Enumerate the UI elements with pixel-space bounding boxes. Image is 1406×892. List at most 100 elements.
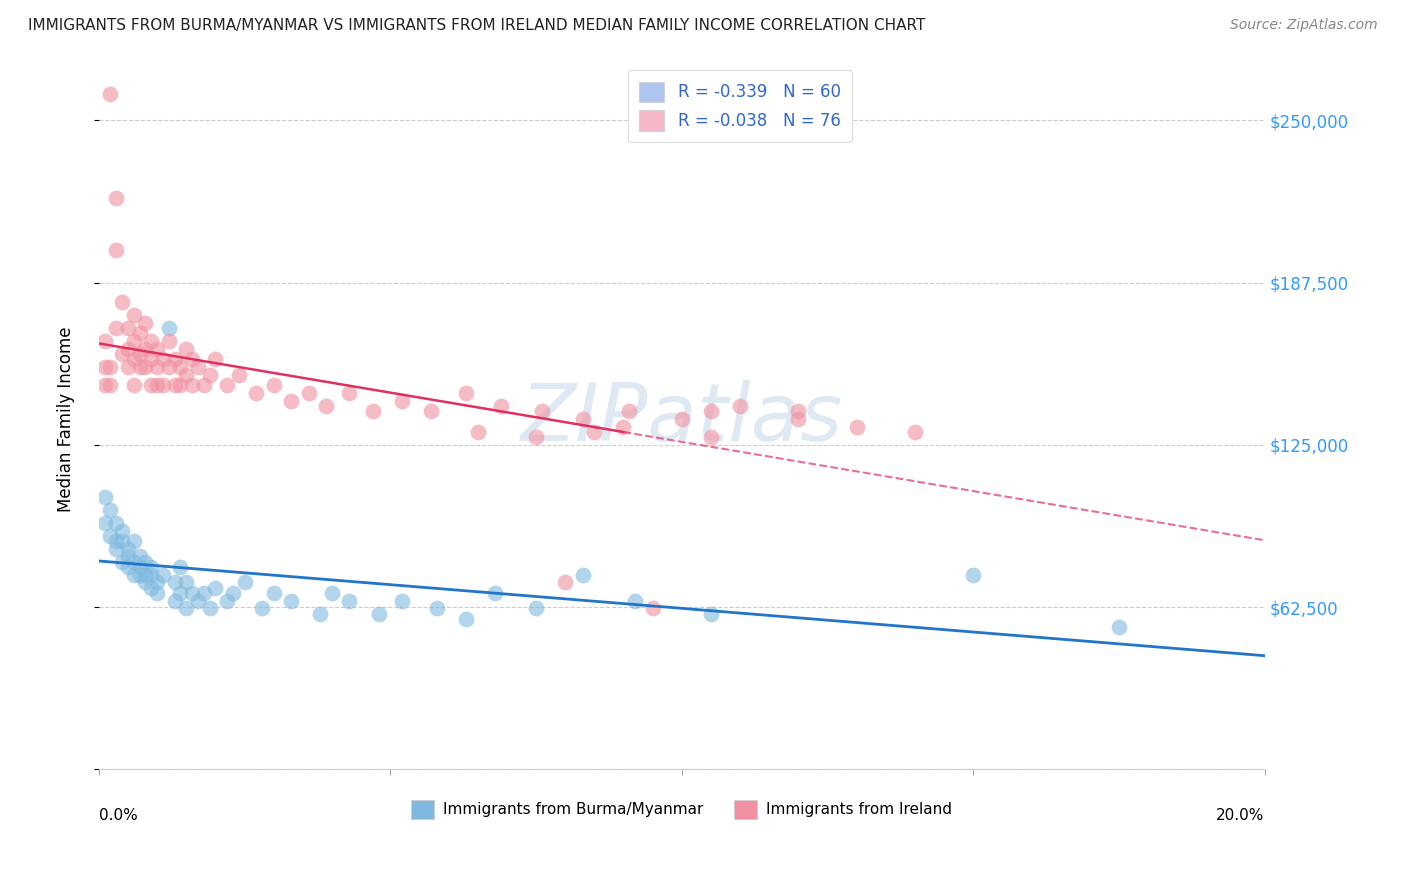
Point [187, 593, 209, 607]
Point [700, 607, 723, 621]
Point [146, 575, 169, 590]
Point [157, 334, 180, 348]
Point [134, 567, 156, 582]
Point [134, 316, 156, 330]
Point [111, 533, 134, 548]
Point [134, 342, 156, 356]
Point [93, 334, 115, 348]
Text: ZIPatlas: ZIPatlas [520, 380, 842, 458]
Point [174, 575, 197, 590]
Point [321, 586, 343, 600]
Point [141, 581, 163, 595]
Point [169, 586, 191, 600]
Point [128, 359, 150, 374]
Point [198, 601, 221, 615]
Point [111, 347, 134, 361]
Point [174, 368, 197, 382]
Point [117, 559, 139, 574]
Point [280, 593, 302, 607]
Point [105, 243, 128, 257]
Point [361, 404, 384, 418]
Point [105, 321, 128, 335]
Point [100, 359, 122, 374]
Point [193, 378, 215, 392]
Point [583, 425, 606, 439]
Point [204, 352, 226, 367]
Point [152, 567, 174, 582]
Point [309, 607, 332, 621]
Point [420, 404, 443, 418]
Point [619, 404, 641, 418]
Point [163, 378, 186, 392]
Point [250, 601, 273, 615]
Point [489, 399, 512, 413]
Point [146, 586, 169, 600]
Point [787, 412, 810, 426]
Point [315, 399, 337, 413]
Point [122, 533, 145, 548]
Point [100, 87, 122, 102]
Point [169, 359, 191, 374]
Point [152, 352, 174, 367]
Point [454, 386, 477, 401]
Point [141, 352, 163, 367]
Point [530, 404, 553, 418]
Point [100, 378, 122, 392]
Point [105, 516, 128, 530]
Point [198, 368, 221, 382]
Point [193, 586, 215, 600]
Point [134, 359, 156, 374]
Point [111, 524, 134, 538]
Point [152, 378, 174, 392]
Point [141, 567, 163, 582]
Point [181, 378, 204, 392]
Point [391, 593, 413, 607]
Point [117, 342, 139, 356]
Text: Source: ZipAtlas.com: Source: ZipAtlas.com [1230, 18, 1378, 32]
Point [571, 412, 593, 426]
Point [169, 378, 191, 392]
Point [700, 404, 723, 418]
Point [484, 586, 506, 600]
Point [146, 378, 169, 392]
Point [117, 541, 139, 556]
Point [787, 404, 810, 418]
Point [163, 593, 186, 607]
Point [128, 347, 150, 361]
Point [181, 586, 204, 600]
Point [122, 555, 145, 569]
Point [122, 308, 145, 322]
Point [454, 612, 477, 626]
Point [93, 359, 115, 374]
Point [233, 575, 256, 590]
Point [105, 533, 128, 548]
Point [554, 575, 576, 590]
Point [571, 567, 593, 582]
Point [163, 575, 186, 590]
Point [169, 559, 191, 574]
Point [339, 593, 361, 607]
Point [122, 378, 145, 392]
Point [128, 567, 150, 582]
Point [700, 430, 723, 444]
Point [93, 516, 115, 530]
Point [904, 425, 927, 439]
Point [157, 321, 180, 335]
Text: 0.0%: 0.0% [98, 808, 138, 823]
Point [111, 555, 134, 569]
Point [845, 419, 868, 434]
Text: 20.0%: 20.0% [1216, 808, 1265, 823]
Point [728, 399, 751, 413]
Point [298, 386, 321, 401]
Point [174, 601, 197, 615]
Point [962, 567, 984, 582]
Point [174, 342, 197, 356]
Text: IMMIGRANTS FROM BURMA/MYANMAR VS IMMIGRANTS FROM IRELAND MEDIAN FAMILY INCOME CO: IMMIGRANTS FROM BURMA/MYANMAR VS IMMIGRA… [28, 18, 925, 33]
Point [157, 359, 180, 374]
Point [228, 368, 250, 382]
Point [1108, 619, 1130, 633]
Point [105, 541, 128, 556]
Point [100, 529, 122, 543]
Point [122, 334, 145, 348]
Point [263, 378, 285, 392]
